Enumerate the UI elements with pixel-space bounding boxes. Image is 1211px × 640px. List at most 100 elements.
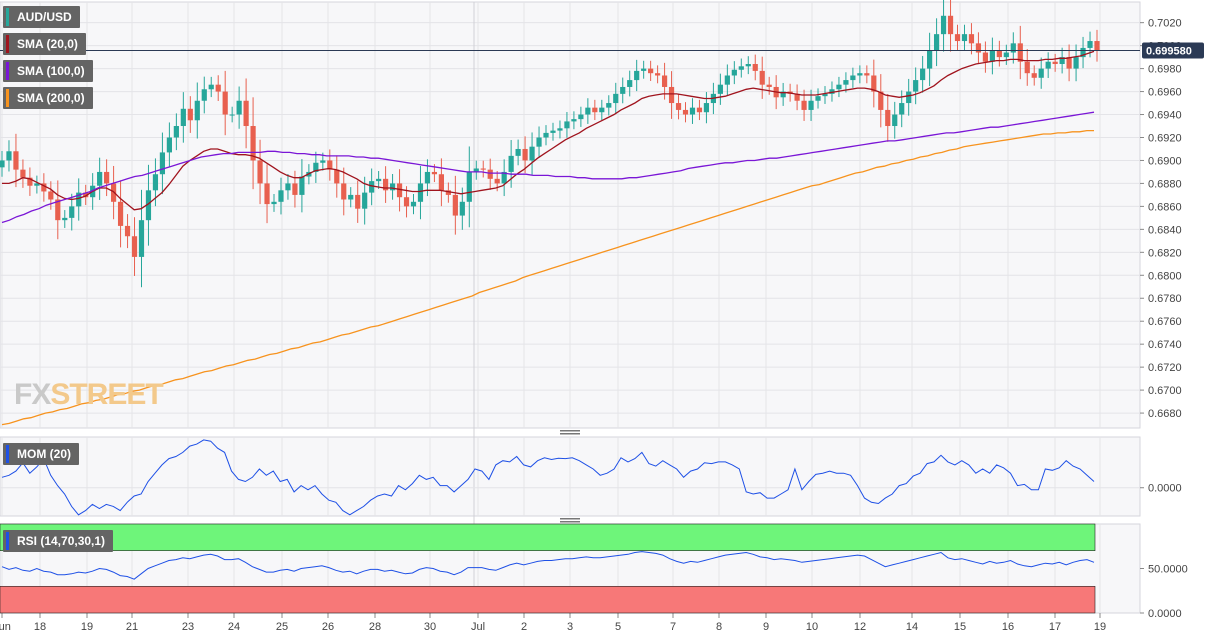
candle-body	[348, 194, 354, 200]
candle-body	[968, 34, 975, 44]
rsi-tag[interactable]: RSI (14,70,30,1)	[3, 530, 114, 552]
candle-body	[494, 178, 500, 184]
time-tick-label: 17	[1049, 621, 1061, 633]
candle-body	[355, 194, 361, 209]
price-tick-label: 0.6800	[1148, 270, 1182, 282]
pair-tag[interactable]: AUD/USD	[3, 6, 80, 28]
splitter-line-a-1[interactable]	[560, 518, 580, 520]
candle-body	[675, 103, 682, 110]
sma100-tag[interactable]: SMA (100,0)	[3, 60, 93, 82]
candle-body	[180, 108, 186, 127]
candle-body	[278, 190, 284, 202]
candle-body	[0, 160, 5, 168]
mom-tag[interactable]: MOM (20)	[3, 443, 79, 465]
candle-body	[717, 84, 723, 94]
candle-body	[424, 171, 431, 184]
candle-body	[152, 174, 159, 191]
candle-body	[1003, 52, 1009, 58]
candle-body	[466, 171, 472, 202]
time-tick-label: 16	[1002, 621, 1014, 633]
candle-body	[927, 50, 933, 69]
price-tick-label: 0.6840	[1148, 224, 1182, 236]
candle-body	[124, 225, 131, 237]
price-tick-label: 0.6860	[1148, 201, 1182, 213]
candle-body	[236, 100, 242, 115]
candle-body	[250, 126, 256, 161]
candle-body	[850, 75, 856, 81]
candle-body	[327, 160, 333, 170]
pair-label: AUD/USD	[17, 10, 72, 24]
candle-body	[724, 75, 730, 85]
candle-body	[431, 171, 438, 175]
candle-body	[117, 201, 124, 226]
candle-body	[27, 177, 33, 186]
price-tick-label: 0.6680	[1148, 408, 1182, 420]
candle-body	[1038, 68, 1044, 78]
candle-body	[585, 107, 591, 115]
candle-body	[173, 126, 179, 138]
rsi-tick-label: 50.0000	[1148, 564, 1188, 576]
candle-body	[829, 89, 835, 94]
candle-body	[578, 114, 584, 120]
candle-body	[885, 109, 891, 127]
candle-body	[899, 103, 905, 115]
candle-body	[417, 183, 424, 202]
candle-body	[906, 91, 912, 104]
candle-body	[522, 148, 528, 161]
splitter-line-b-0[interactable]	[560, 433, 580, 435]
sma20-label: SMA (20,0)	[17, 37, 78, 51]
candle-body	[1059, 57, 1065, 65]
candle-body	[6, 151, 12, 161]
price-tick-label: 0.6880	[1148, 178, 1182, 190]
price-tick-label: 0.6760	[1148, 316, 1182, 328]
sma20-line	[2, 50, 1095, 211]
splitter-line-a-0[interactable]	[560, 430, 580, 432]
candle-body	[871, 75, 877, 92]
candle-body	[104, 171, 110, 184]
candle-body	[564, 121, 570, 129]
candle-body	[376, 178, 382, 182]
splitter-line-b-1[interactable]	[560, 521, 580, 523]
candle-body	[836, 84, 842, 90]
sma200-line	[1, 129, 1094, 426]
candle-body	[1052, 61, 1058, 65]
candle-body	[947, 15, 954, 35]
pair-swatch	[6, 8, 9, 26]
time-tick-label: 15	[954, 621, 966, 633]
candle-body	[341, 183, 347, 200]
candle-body	[1080, 47, 1086, 58]
candle-body	[689, 107, 696, 115]
candle-body	[222, 91, 228, 115]
candle-body	[696, 107, 703, 113]
candle-body	[592, 107, 598, 113]
sma200-tag[interactable]: SMA (200,0)	[3, 87, 93, 109]
candle-body	[264, 183, 270, 205]
rsi-label: RSI (14,70,30,1)	[17, 534, 106, 548]
sma100-swatch	[6, 62, 9, 80]
candle-body	[655, 73, 661, 76]
candle-body	[648, 68, 654, 74]
candle-body	[480, 168, 486, 170]
candle-body	[933, 34, 940, 51]
candle-body	[843, 80, 849, 85]
candle-body	[815, 96, 821, 101]
time-tick-label: 8	[716, 621, 722, 633]
candle-body	[975, 43, 982, 53]
time-tick-label: 30	[424, 621, 436, 633]
time-tick-label: 18	[34, 621, 46, 633]
candle-body	[606, 103, 612, 108]
time-tick-label: 28	[369, 621, 381, 633]
price-tick-label: 0.7020	[1148, 18, 1182, 30]
sma100-label: SMA (100,0)	[17, 64, 85, 78]
time-tick-label: 10	[806, 621, 818, 633]
sma20-tag[interactable]: SMA (20,0)	[3, 33, 86, 55]
mom-line	[1, 439, 1095, 516]
candle-body	[362, 192, 368, 209]
candle-body	[396, 183, 403, 198]
candle-body	[627, 80, 633, 87]
sma100-line	[1, 111, 1095, 224]
rsi-overbought-zone	[0, 523, 1096, 552]
candle-body	[529, 146, 535, 161]
candle-body	[320, 160, 326, 163]
candle-body	[801, 100, 807, 110]
